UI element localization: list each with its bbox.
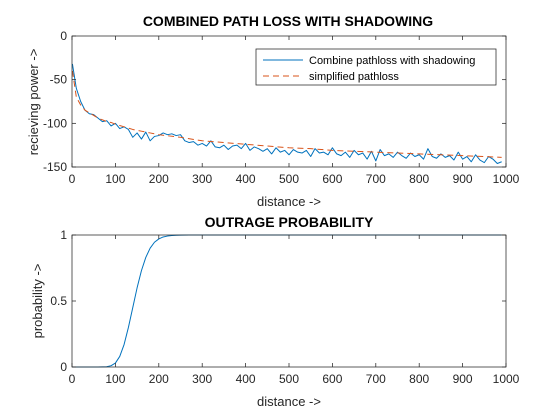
y-tick-label: -100 [43, 116, 67, 130]
y-axis-label: probability -> [30, 264, 45, 339]
y-tick-label: 0.5 [50, 294, 67, 308]
x-tick-label: 0 [69, 172, 76, 186]
x-tick-label: 300 [192, 372, 212, 386]
x-tick-label: 900 [453, 172, 473, 186]
x-tick-label: 600 [322, 172, 342, 186]
x-tick-label: 800 [409, 372, 429, 386]
y-tick-label: 0 [60, 29, 67, 43]
legend-box [255, 48, 497, 86]
legend: Combine pathloss with shadowing simplifi… [255, 48, 497, 86]
y-tick-label: 0 [60, 360, 67, 374]
y-tick-label: -150 [43, 160, 67, 174]
x-tick-label: 500 [279, 372, 299, 386]
x-axis-label: distance -> [257, 194, 321, 209]
x-tick-label: 300 [192, 172, 212, 186]
x-tick-label: 1000 [493, 372, 520, 386]
x-axis-label: distance -> [257, 394, 321, 409]
ticks-layer: 0 100 200 300 400 500 600 700 800 900 1000 0 -50 -100… [43, 29, 520, 186]
chart-title: COMBINED PATH LOSS WITH SHADOWING [143, 13, 433, 29]
x-tick-label: 100 [105, 172, 125, 186]
y-axis-label: recieving power -> [26, 49, 41, 156]
legend-label-simplified: simplified pathloss [309, 71, 399, 83]
y-tick-label: 1 [60, 228, 67, 242]
chart-pathloss: COMBINED PATH LOSS WITH SHADOWING 0 100 20… [26, 13, 520, 209]
y-tick-label: -50 [50, 73, 68, 87]
chart-title: OUTRAGE PROBABILITY [205, 214, 374, 230]
x-tick-label: 900 [453, 372, 473, 386]
series-line-0 [71, 63, 502, 165]
x-tick-label: 100 [105, 372, 125, 386]
x-tick-label: 500 [279, 172, 299, 186]
series-line-1 [71, 70, 502, 158]
x-tick-label: 700 [366, 372, 386, 386]
x-tick-label: 400 [236, 172, 256, 186]
x-tick-label: 400 [236, 372, 256, 386]
x-tick-label: 700 [366, 172, 386, 186]
series-layer [71, 63, 502, 165]
x-tick-label: 0 [69, 372, 76, 386]
x-tick-label: 200 [149, 372, 169, 386]
x-tick-label: 800 [409, 172, 429, 186]
x-tick-label: 1000 [493, 172, 520, 186]
chart-outage: OUTRAGE PROBABILITY 0 100 200 300 400 500 600 7… [30, 214, 520, 409]
ticks-layer: 0 100 200 300 400 500 600 700 800 900 1000 0 0.5 1 [50, 228, 519, 386]
plot-area [72, 235, 506, 367]
x-tick-label: 200 [149, 172, 169, 186]
legend-label-combined: Combine pathloss with shadowing [309, 55, 475, 67]
x-tick-label: 600 [322, 372, 342, 386]
